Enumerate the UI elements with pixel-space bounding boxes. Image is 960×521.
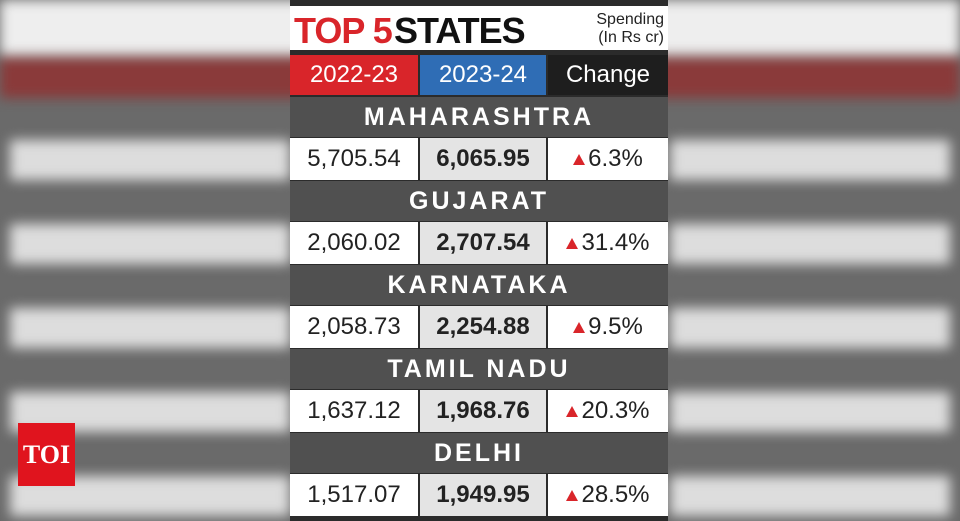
state-name: DELHI <box>290 433 668 473</box>
unit-note: (In Rs cr) <box>598 29 664 46</box>
value-cell: 6,065.95 <box>420 138 546 180</box>
up-arrow <box>573 153 586 165</box>
column-header: 2022-23 <box>290 55 418 95</box>
unit-note: Spending <box>596 11 664 28</box>
cell-text: 2,058.73 <box>307 313 401 340</box>
state-name: GUJARAT <box>290 181 668 221</box>
up-arrow <box>566 405 579 417</box>
up-arrow <box>566 237 579 249</box>
change-cell: 31.4% <box>548 222 668 264</box>
cell-text: 9.5% <box>588 313 643 340</box>
value-cell: 2,060.02 <box>290 222 418 264</box>
value-cell: 1,949.95 <box>420 474 546 516</box>
cell-text: 1,517.07 <box>307 481 401 508</box>
table-panel: TOP 5 STATES Spending (In Rs cr) 2022-23… <box>290 0 668 521</box>
logo: TOI <box>18 423 75 486</box>
change-cell: 20.3% <box>548 390 668 432</box>
cell-text: 2,254.88 <box>436 313 530 340</box>
value-cell: 1,637.12 <box>290 390 418 432</box>
cell-text: 2,060.02 <box>307 229 401 256</box>
up-arrow <box>573 321 586 333</box>
state-name: KARNATAKA <box>290 265 668 305</box>
cell-text: 1,637.12 <box>307 397 401 424</box>
state-name: TAMIL NADU <box>290 349 668 389</box>
cell-text: 28.5% <box>581 481 650 508</box>
value-cell: 2,058.73 <box>290 306 418 348</box>
change-cell: 9.5% <box>548 306 668 348</box>
change-cell: 28.5% <box>548 474 668 516</box>
cell-text: 31.4% <box>581 229 650 256</box>
column-header: 2023-24 <box>420 55 546 95</box>
cell-text: 20.3% <box>581 397 650 424</box>
state-name: MAHARASHTRA <box>290 97 668 137</box>
value-cell: 2,707.54 <box>420 222 546 264</box>
title-highlight: TOP 5 <box>294 10 393 51</box>
cell-text: 1,949.95 <box>436 481 530 508</box>
value-cell: 1,517.07 <box>290 474 418 516</box>
value-cell: 1,968.76 <box>420 390 546 432</box>
value-cell: 2,254.88 <box>420 306 546 348</box>
up-arrow <box>566 489 579 501</box>
title-bar: TOP 5 STATES Spending (In Rs cr) <box>290 6 668 51</box>
cell-text: 6,065.95 <box>436 145 530 172</box>
column-header: Change <box>548 55 668 95</box>
cell-text: 6.3% <box>588 145 643 172</box>
title: STATES <box>394 10 526 51</box>
cell-text: 1,968.76 <box>436 397 530 424</box>
value-cell: 5,705.54 <box>290 138 418 180</box>
cell-text: 5,705.54 <box>307 145 401 172</box>
change-cell: 6.3% <box>548 138 668 180</box>
cell-text: 2,707.54 <box>436 229 530 256</box>
